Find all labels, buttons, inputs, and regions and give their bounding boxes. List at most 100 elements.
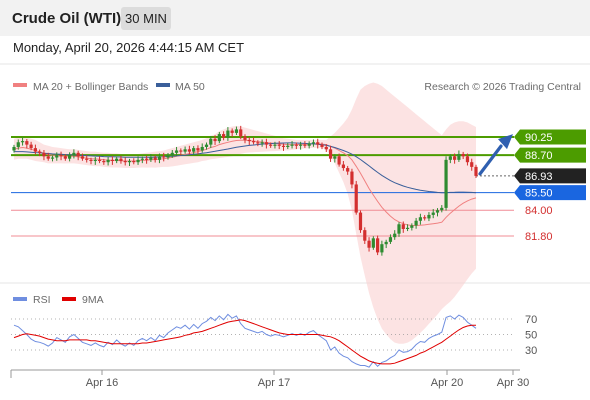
price-level-label-85.50: 85.50: [525, 188, 553, 200]
candle-body: [20, 141, 25, 143]
candle-body: [423, 217, 427, 219]
candle-body: [307, 143, 311, 146]
candle-body: [59, 155, 63, 157]
rsi-line: [13, 313, 477, 368]
candle-body: [358, 212, 363, 231]
candle-body: [371, 238, 375, 248]
candle-body: [192, 148, 196, 152]
candle-body: [273, 144, 277, 146]
bollinger-band-layer: [14, 82, 476, 344]
ma20-legend-label: MA 20 + Bollinger Bands: [33, 81, 148, 93]
research-credit: Research © 2026 Trading Central: [424, 81, 581, 93]
candle-body: [303, 144, 307, 146]
candlestick-layer: [12, 125, 478, 256]
candle-body: [461, 153, 465, 157]
price-level-label-81.80: 81.80: [525, 231, 553, 243]
candle-body: [72, 152, 76, 156]
timeframe-button[interactable]: 30 MIN: [121, 7, 171, 30]
candle-body: [234, 129, 239, 133]
candle-body: [239, 129, 243, 137]
candle-body: [311, 142, 316, 144]
candle-body: [350, 171, 354, 185]
candle-body: [269, 144, 273, 146]
candle-body: [328, 149, 333, 159]
candle-body: [286, 145, 290, 147]
candle-body: [435, 210, 440, 213]
candle-body: [431, 212, 435, 215]
candle-body: [136, 159, 140, 163]
x-tick-label-Apr-30: Apr 30: [497, 377, 529, 389]
rsi-ma-legend-swatch: [62, 297, 76, 301]
candle-body: [42, 152, 46, 157]
candle-body: [247, 139, 251, 142]
rsi-tick-label-50: 50: [525, 330, 537, 342]
candle-body: [405, 227, 410, 229]
candle-body: [453, 156, 457, 160]
candle-body: [444, 159, 448, 208]
price-label-layer: 90.25 88.70 86.93 85.50 84.00 81.80: [514, 129, 586, 243]
rsi-tick-label-30: 30: [525, 345, 537, 357]
candle-body: [217, 134, 221, 142]
candle-body: [448, 156, 452, 160]
ma20-legend-swatch: [13, 83, 27, 87]
candle-body: [119, 158, 123, 162]
candle-body: [153, 157, 157, 160]
candle-body: [200, 146, 204, 151]
candle-body: [174, 150, 179, 153]
candle-body: [187, 149, 191, 152]
candle-body: [465, 156, 470, 163]
candle-body: [281, 145, 286, 147]
candle-body: [50, 157, 55, 159]
price-level-tag-88.70: [514, 147, 586, 163]
candle-body: [16, 142, 20, 147]
candle-body: [80, 156, 85, 159]
price-level-tag-86.93: [514, 168, 586, 184]
candle-body: [294, 144, 298, 146]
candle-body: [333, 156, 337, 159]
candle-body: [55, 155, 59, 158]
candle-body: [170, 152, 174, 156]
price-level-tag-85.50: [514, 185, 586, 201]
candle-body: [354, 184, 358, 213]
candle-body: [123, 161, 127, 163]
candle-body: [393, 233, 397, 238]
candle-body: [110, 159, 114, 162]
rsi-layer: 70 50 30: [11, 313, 537, 368]
candle-body: [115, 158, 119, 162]
candle-body: [209, 138, 213, 145]
candle-body: [384, 241, 388, 245]
price-level-tag-90.25: [514, 129, 586, 145]
candle-body: [277, 144, 281, 146]
candle-body: [183, 149, 187, 152]
candle-body: [85, 158, 89, 160]
bollinger-band: [14, 82, 476, 344]
datetime-label: Monday, April 20, 2026 4:44:15 AM CET: [13, 40, 245, 55]
price-level-label-90.25: 90.25: [525, 132, 553, 144]
candle-body: [204, 144, 209, 147]
candle-body: [179, 150, 183, 152]
rsi-ma-line: [13, 319, 476, 365]
candle-body: [127, 161, 132, 163]
forecast-arrow-shaft: [478, 144, 503, 176]
candle-body: [316, 142, 320, 145]
candle-body: [418, 217, 422, 221]
rsi-legend-label: RSI: [33, 294, 51, 306]
candle-body: [140, 158, 144, 160]
candle-body: [149, 157, 153, 160]
candle-body: [440, 207, 444, 211]
candle-body: [346, 168, 350, 172]
candle-body: [102, 161, 106, 163]
candle-body: [260, 142, 264, 144]
candle-body: [410, 225, 414, 228]
ma50-legend-swatch: [156, 83, 170, 87]
candle-body: [76, 152, 80, 157]
candle-body: [213, 138, 217, 142]
ma50-line: [14, 142, 477, 194]
candle-body: [397, 224, 401, 234]
rsi-ma-legend-label: 9MA: [82, 294, 104, 306]
forecast-arrow-head: [498, 134, 513, 150]
candle-body: [68, 155, 72, 159]
candle-body: [196, 148, 200, 151]
candle-body: [256, 142, 260, 144]
